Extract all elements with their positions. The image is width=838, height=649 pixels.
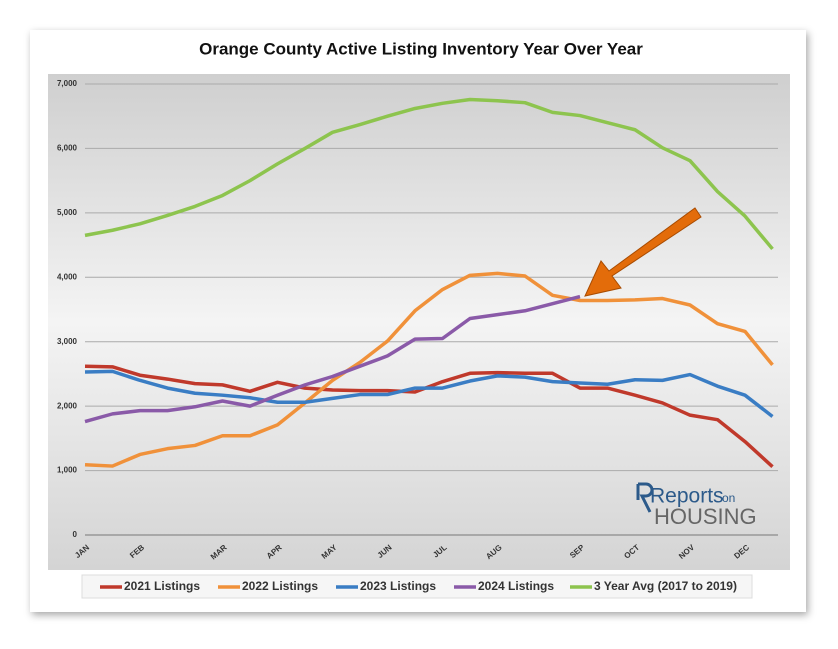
- series-line: [84, 97, 774, 251]
- series-line: [84, 294, 581, 424]
- legend-label: 2023 Listings: [360, 579, 436, 593]
- logo-main: Reports: [650, 485, 724, 508]
- legend-label: 2022 Listings: [242, 579, 318, 593]
- arrow: [584, 207, 702, 297]
- y-tick-label: 0: [73, 530, 78, 539]
- y-tick-label: 5,000: [57, 208, 78, 217]
- series-line: [84, 369, 774, 418]
- legend-label: 3 Year Avg (2017 to 2019): [594, 579, 737, 593]
- y-tick-label: 4,000: [57, 272, 78, 281]
- y-tick-label: 1,000: [57, 466, 78, 475]
- chart-title: Orange County Active Listing Inventory Y…: [199, 39, 643, 58]
- y-tick-label: 2,000: [57, 401, 78, 410]
- logo-sub: HOUSING: [654, 504, 757, 529]
- plot-background: [48, 74, 790, 570]
- logo-small: on: [722, 491, 735, 505]
- y-tick-label: 7,000: [57, 79, 78, 88]
- legend-label: 2024 Listings: [478, 579, 554, 593]
- legend-box: [81, 574, 753, 599]
- logo-icon: [636, 482, 654, 513]
- series-line: [84, 271, 774, 468]
- legend-label: 2021 Listings: [124, 579, 200, 593]
- y-tick-label: 3,000: [57, 337, 78, 346]
- y-tick-label: 6,000: [57, 144, 78, 153]
